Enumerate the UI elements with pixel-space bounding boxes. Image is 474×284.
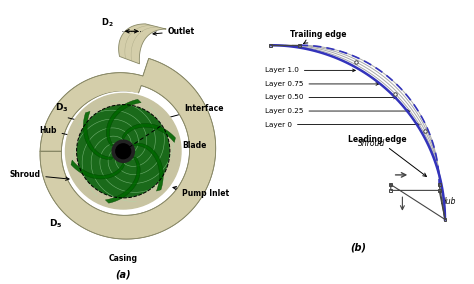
Text: Interface: Interface (163, 104, 223, 120)
Bar (438, 183, 441, 186)
Text: Layer 1.0: Layer 1.0 (265, 67, 356, 73)
Text: Outlet: Outlet (153, 27, 195, 36)
Text: Leading edge: Leading edge (348, 135, 427, 176)
Polygon shape (105, 157, 140, 203)
Bar (269, 44, 272, 47)
Polygon shape (40, 59, 216, 239)
Text: Layer 0.75: Layer 0.75 (265, 81, 379, 87)
Polygon shape (133, 143, 163, 191)
Text: Layer 0.50: Layer 0.50 (265, 95, 396, 101)
Text: $\mathbf{D_5}$: $\mathbf{D_5}$ (49, 218, 63, 230)
Bar (298, 44, 301, 47)
Polygon shape (83, 111, 114, 159)
Bar (438, 189, 441, 192)
Text: Shroud: Shroud (358, 139, 385, 148)
Polygon shape (118, 24, 166, 64)
Circle shape (116, 144, 131, 159)
Text: (b): (b) (350, 242, 366, 252)
Text: Layer 0: Layer 0 (265, 122, 420, 128)
Bar (444, 218, 447, 221)
Text: Shroud: Shroud (9, 170, 69, 180)
Circle shape (64, 92, 182, 210)
Text: Pump Inlet: Pump Inlet (173, 186, 229, 198)
Text: Trailing edge: Trailing edge (290, 30, 346, 43)
Text: (a): (a) (116, 269, 131, 279)
Text: Hub: Hub (441, 197, 456, 206)
Text: Layer 0.25: Layer 0.25 (265, 108, 410, 114)
Text: Hub: Hub (39, 126, 112, 145)
Text: $\mathbf{D_2}$: $\mathbf{D_2}$ (100, 16, 113, 29)
Text: Casing: Casing (109, 254, 138, 263)
Polygon shape (71, 160, 124, 179)
Bar (389, 183, 392, 186)
Circle shape (77, 105, 169, 197)
Polygon shape (122, 124, 175, 143)
Text: Blade: Blade (155, 141, 207, 166)
Text: $\mathbf{D_3}$: $\mathbf{D_3}$ (55, 101, 69, 114)
Circle shape (112, 140, 134, 162)
Polygon shape (106, 99, 141, 146)
Bar (389, 189, 392, 192)
Circle shape (65, 93, 181, 209)
